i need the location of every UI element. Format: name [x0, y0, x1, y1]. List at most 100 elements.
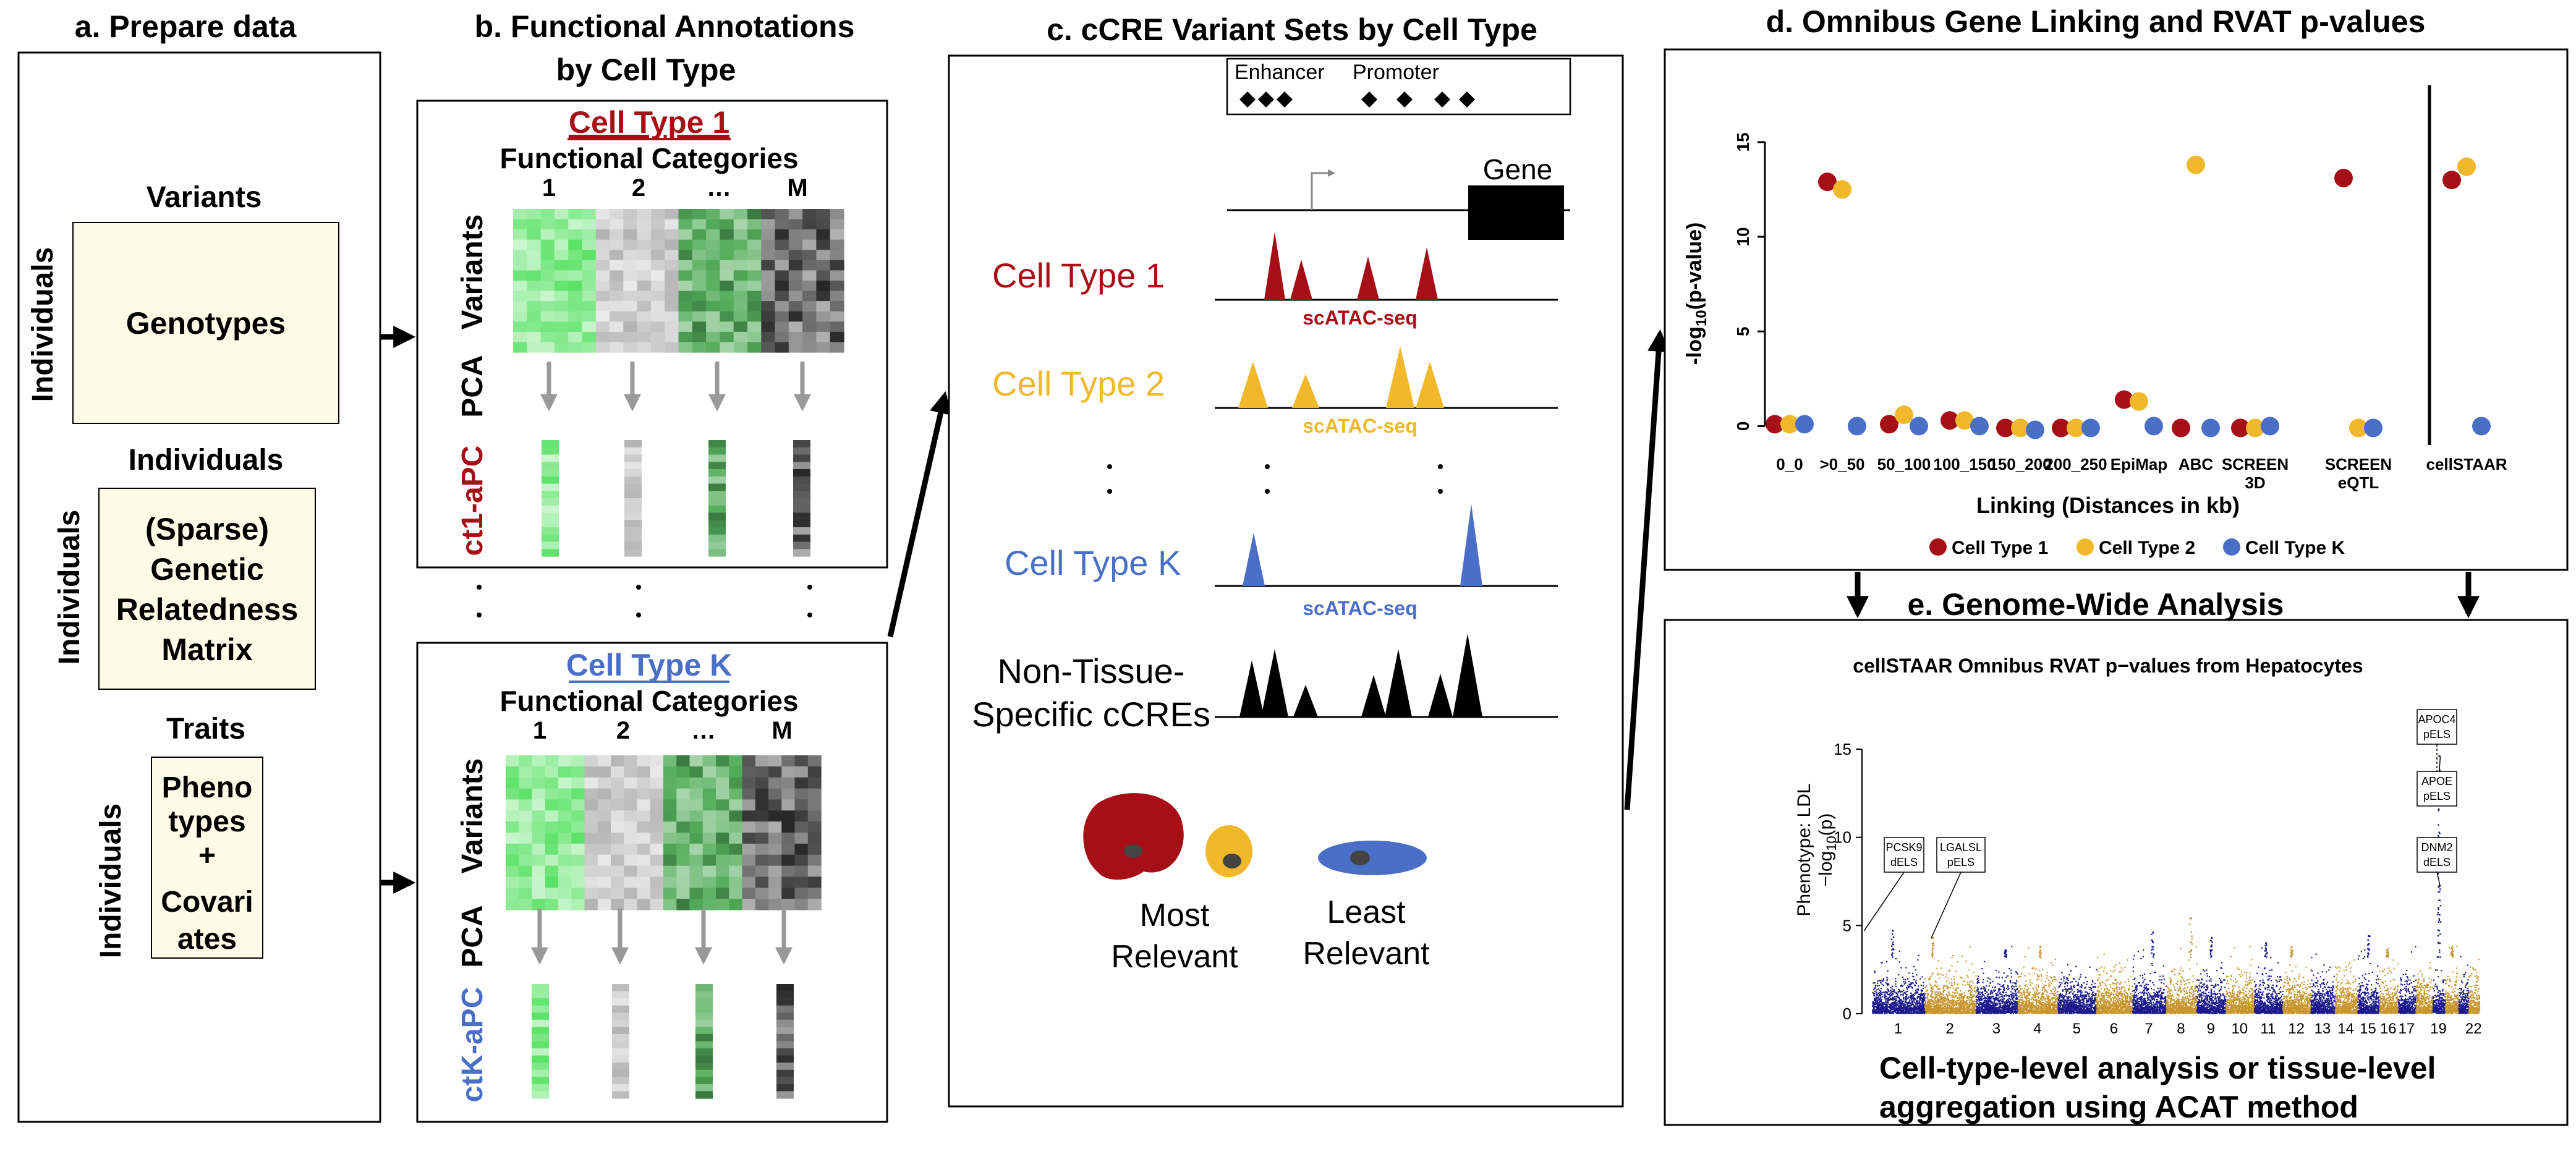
- heatmap-cell: [665, 229, 679, 240]
- heatmap-cell: [568, 321, 583, 333]
- panel-d-legend: Cell Type 1 Cell Type 2 Cell Type K: [1929, 538, 2345, 558]
- heatmap-cell: [532, 833, 546, 844]
- heatmap-cell: [742, 777, 756, 789]
- apc-cell: [532, 1055, 549, 1063]
- e-point: [1920, 989, 1922, 991]
- heatmap-cell: [761, 209, 776, 220]
- e-point: [1955, 970, 1957, 972]
- pheno-line-1: Pheno: [162, 771, 253, 804]
- heatmap-cell: [597, 899, 611, 910]
- d-point: [2052, 418, 2070, 438]
- heatmap-cell: [761, 331, 776, 343]
- e-point: [1876, 1009, 1878, 1011]
- e-point: [1873, 1006, 1875, 1008]
- heatmap-cell: [597, 755, 611, 767]
- e-point: [1948, 991, 1950, 993]
- e-point: [2005, 1006, 2007, 1008]
- e-point: [2010, 976, 2012, 978]
- e-point: [1963, 1001, 1965, 1003]
- e-point: [1955, 1001, 1957, 1003]
- e-point: [1953, 1011, 1955, 1013]
- heatmap-cell: [802, 219, 817, 230]
- heatmap-cell: [623, 229, 638, 240]
- e-point: [1904, 1012, 1906, 1014]
- e-point: [1958, 997, 1960, 999]
- heatmap-cell: [571, 843, 585, 855]
- heatmap-cell: [689, 766, 704, 778]
- heatmap-cell: [623, 321, 638, 333]
- e-point: [1986, 1003, 1988, 1005]
- e-point: [1926, 1008, 1928, 1010]
- e-point: [1897, 1008, 1898, 1010]
- e-point: [1993, 989, 1995, 991]
- heatmap-cell: [692, 291, 707, 302]
- heatmap-cell: [637, 250, 652, 261]
- heatmap-cell: [610, 311, 624, 322]
- heatmap-cell: [830, 311, 844, 322]
- heatmap-cell: [781, 788, 796, 800]
- e-point: [2037, 1007, 2039, 1009]
- pheno-line-3: +: [198, 839, 216, 872]
- e-point: [1915, 1006, 1917, 1008]
- e-point: [1910, 992, 1911, 994]
- heatmap-cell: [781, 755, 796, 767]
- e-point: [1898, 1001, 1900, 1003]
- heatmap-cell: [692, 219, 707, 230]
- apc-cell: [542, 541, 559, 549]
- apc-cell: [532, 1063, 549, 1071]
- e-point: [1911, 1009, 1913, 1011]
- e-point: [1966, 1006, 1968, 1008]
- heatmap-cell: [729, 810, 743, 822]
- e-point: [1893, 1006, 1895, 1008]
- heatmap-cell: [650, 810, 664, 822]
- e-point: [1997, 1006, 1999, 1008]
- e-point: [1902, 1004, 1904, 1006]
- e-point: [1962, 1004, 1964, 1006]
- heatmap-cell: [676, 833, 691, 844]
- e-point: [1891, 998, 1893, 999]
- e-point: [1874, 1000, 1876, 1002]
- e-point: [1889, 1009, 1890, 1012]
- apc-cell: [624, 491, 642, 499]
- apc-cell: [624, 447, 642, 456]
- apc-cell: [776, 1055, 794, 1063]
- heatmap-cell: [678, 229, 693, 240]
- heatmap-cell: [540, 291, 555, 302]
- e-point: [2025, 991, 2027, 993]
- e-point: [2001, 1001, 2003, 1003]
- heatmap-cell: [532, 854, 546, 867]
- e-point: [1917, 989, 1919, 991]
- e-point: [1922, 1002, 1924, 1004]
- heatmap-cell: [742, 810, 756, 822]
- heatmap-cell: [816, 301, 831, 312]
- e-point: [1973, 1010, 1975, 1012]
- e-point: [2015, 1012, 2017, 1014]
- e-point: [1882, 985, 1884, 986]
- apc-cell: [532, 1041, 549, 1049]
- e-point: [1992, 1002, 1994, 1004]
- e-point: [1918, 996, 1920, 998]
- heatmap-cell: [582, 291, 597, 302]
- heatmap-cell: [729, 865, 743, 878]
- apc-cell: [776, 1019, 794, 1027]
- heatmap-cell: [513, 331, 527, 343]
- e-point: [1877, 1011, 1879, 1013]
- e-point: [2030, 984, 2031, 986]
- e-point: [1975, 1003, 1977, 1005]
- e-point: [1942, 993, 1944, 995]
- e-point: [2011, 1007, 2013, 1009]
- apc-cell: [776, 1012, 794, 1020]
- e-point: [1984, 986, 1986, 989]
- e-point: [1966, 1004, 1968, 1006]
- heatmap-cell: [650, 342, 665, 353]
- e-point: [1934, 1007, 1936, 1009]
- e-point: [1944, 1006, 1945, 1008]
- e-point: [2005, 995, 2007, 997]
- heatmap-cell: [747, 301, 762, 312]
- e-point: [1988, 1003, 1990, 1005]
- e-point: [1909, 1008, 1911, 1011]
- e-point: [1914, 1005, 1916, 1007]
- d-point: [2011, 418, 2030, 438]
- e-point: [1924, 996, 1926, 998]
- e-point: [1999, 1011, 2000, 1012]
